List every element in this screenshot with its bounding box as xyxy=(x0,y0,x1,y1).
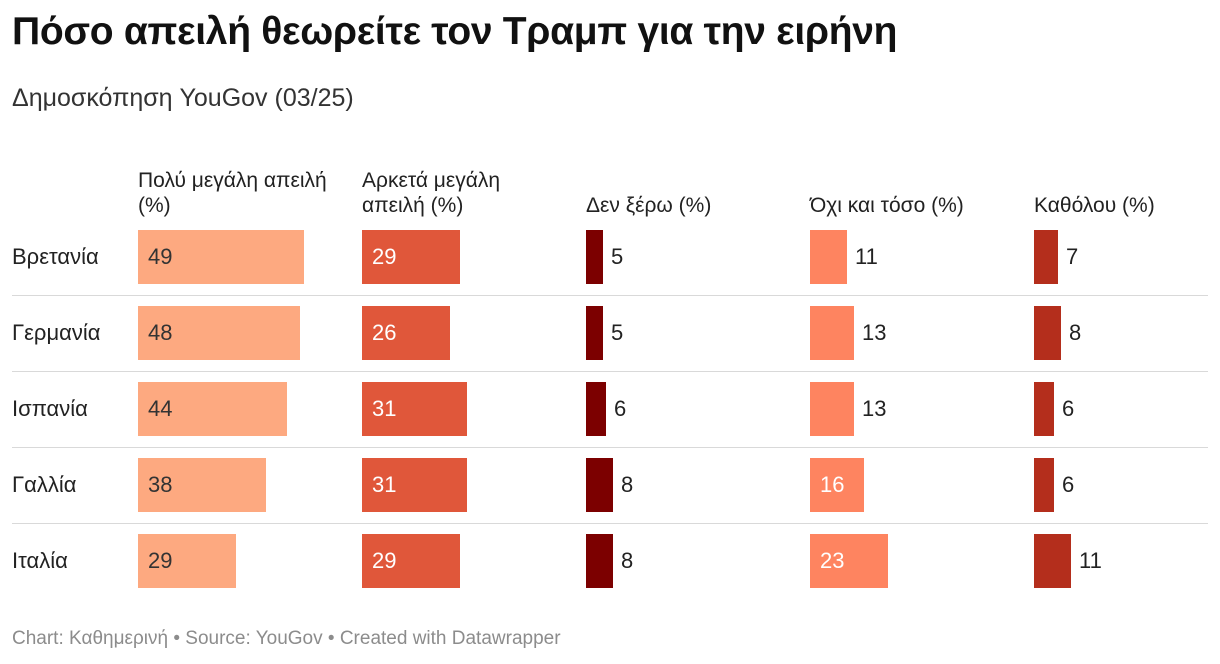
bar xyxy=(586,534,613,588)
row-label: Γερμανία xyxy=(12,320,101,345)
data-label: 6 xyxy=(614,396,627,421)
data-label: 6 xyxy=(1062,396,1075,421)
data-label: 26 xyxy=(372,320,397,345)
row-label: Βρετανία xyxy=(12,244,99,269)
bar xyxy=(810,534,888,588)
data-label: 44 xyxy=(148,396,173,421)
bar xyxy=(1034,382,1054,436)
data-label: 13 xyxy=(862,320,887,345)
column-header-label: Καθόλου (%) xyxy=(1034,194,1155,217)
data-label: 8 xyxy=(621,472,634,497)
data-label: 29 xyxy=(148,548,173,573)
bar xyxy=(362,382,467,436)
data-label: 6 xyxy=(1062,472,1075,497)
data-label: 29 xyxy=(372,244,397,269)
bar xyxy=(1034,306,1061,360)
column-header-label: Πολύ μεγάλη απειλή (%) xyxy=(138,169,327,217)
bar xyxy=(810,230,847,284)
data-label: 5 xyxy=(611,244,624,269)
data-label: 31 xyxy=(372,396,397,421)
data-label: 13 xyxy=(862,396,887,421)
bar xyxy=(1034,458,1054,512)
row-separator xyxy=(12,523,1208,524)
column-header-label: Δεν ξέρω (%) xyxy=(586,194,712,217)
row-separator xyxy=(12,447,1208,448)
bar xyxy=(138,382,287,436)
data-label: 8 xyxy=(1069,320,1082,345)
row-label: Γαλλία xyxy=(12,472,77,497)
row-separator xyxy=(12,295,1208,296)
column-header-label: Αρκετά μεγάλη απειλή (%) xyxy=(362,169,501,217)
bar xyxy=(138,458,266,512)
bar xyxy=(138,230,304,284)
column-header: Καθόλου (%) xyxy=(1034,130,1214,218)
bar xyxy=(1034,534,1071,588)
data-label: 8 xyxy=(621,548,634,573)
data-label: 16 xyxy=(820,472,845,497)
bar xyxy=(362,306,450,360)
bar xyxy=(810,306,854,360)
data-label: 11 xyxy=(1079,548,1102,573)
bar xyxy=(138,306,300,360)
column-header: Δεν ξέρω (%) xyxy=(586,130,786,218)
column-header-label: Όχι και τόσο (%) xyxy=(810,194,964,217)
bar xyxy=(586,230,603,284)
bar xyxy=(1034,230,1058,284)
data-label: 48 xyxy=(148,320,173,345)
data-label: 7 xyxy=(1066,244,1079,269)
chart-title: Πόσο απειλή θεωρείτε τον Τραμπ για την ε… xyxy=(12,10,898,53)
data-label: 11 xyxy=(855,244,878,269)
data-label: 23 xyxy=(820,548,845,573)
bar xyxy=(138,534,236,588)
row-label: Ιταλία xyxy=(12,548,68,573)
bar xyxy=(810,382,854,436)
column-header: Αρκετά μεγάλη απειλή (%) xyxy=(362,130,542,218)
bar xyxy=(810,458,864,512)
bar xyxy=(362,534,460,588)
data-label: 49 xyxy=(148,244,173,269)
row-separator xyxy=(12,371,1208,372)
chart-footer: Chart: Καθημερινή • Source: YouGov • Cre… xyxy=(12,628,561,649)
bar xyxy=(586,306,603,360)
chart-subtitle: Δημοσκόπηση YouGov (03/25) xyxy=(12,84,354,112)
bar xyxy=(586,458,613,512)
bar xyxy=(362,230,460,284)
column-header: Όχι και τόσο (%) xyxy=(810,130,1010,218)
column-header: Πολύ μεγάλη απειλή (%) xyxy=(138,130,338,218)
data-label: 31 xyxy=(372,472,397,497)
bar xyxy=(586,382,606,436)
data-label: 5 xyxy=(611,320,624,345)
data-label: 29 xyxy=(372,548,397,573)
row-label: Ισπανία xyxy=(12,396,88,421)
bar xyxy=(362,458,467,512)
data-label: 38 xyxy=(148,472,173,497)
